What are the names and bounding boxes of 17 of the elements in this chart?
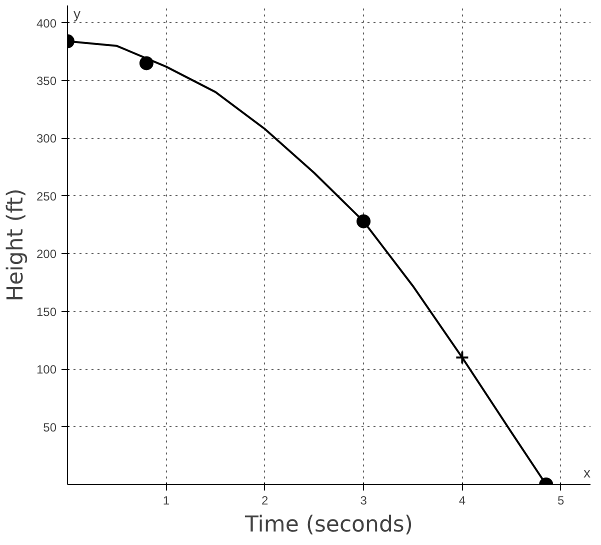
y-tick-label: 200 <box>36 247 57 262</box>
x-tick-label: 3 <box>360 494 368 508</box>
y-tick-label: 400 <box>36 16 57 30</box>
x-tick-label: 2 <box>262 494 269 508</box>
y-tick-label: 100 <box>36 362 57 377</box>
y-tick-label: 150 <box>36 304 57 319</box>
y-tick-label: 250 <box>36 189 57 204</box>
y-tick-label: 300 <box>36 132 57 146</box>
y-tick-label: 350 <box>36 74 57 88</box>
y-axis-title: Height (ft) <box>3 188 28 302</box>
x-axis-title: Time (seconds) <box>244 512 413 538</box>
x-tick-label: 1 <box>162 494 170 508</box>
y-tick-label: 50 <box>43 420 57 434</box>
x-tick-label: 4 <box>458 494 466 508</box>
x-tick-label: 5 <box>558 494 565 508</box>
annotation: x <box>584 464 590 480</box>
annotation: y <box>74 6 80 22</box>
